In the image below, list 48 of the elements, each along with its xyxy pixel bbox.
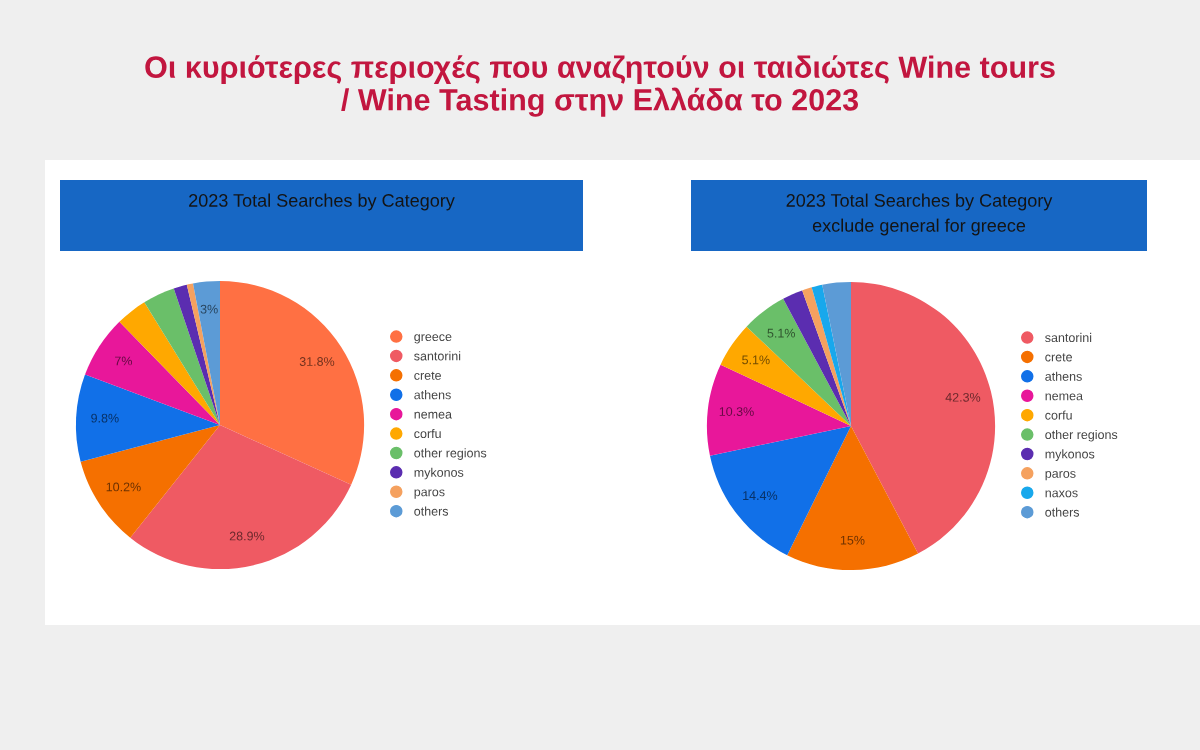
pie-slice — [75, 374, 220, 462]
pie-slice — [706, 364, 851, 456]
chart-title: 2023 Total Searches by Category — [786, 193, 1053, 211]
legend-label: crete — [414, 371, 441, 380]
legend-label: other regions — [414, 448, 487, 460]
data-label: 5.1% — [742, 355, 770, 365]
legend-label: nemea — [414, 411, 452, 419]
data-label: 10.3% — [719, 407, 754, 416]
chart-subtitle: exclude general for greece — [812, 218, 1026, 236]
legend-label: others — [414, 506, 449, 516]
pie-slice — [144, 288, 220, 425]
legend-label: santorini — [1045, 332, 1092, 343]
data-label: 10.2% — [106, 482, 141, 492]
data-label: 9.8% — [91, 413, 119, 423]
legend-label: athens — [1045, 371, 1082, 381]
legend-label: corfu — [414, 428, 441, 439]
legend-label: mykonos — [1045, 449, 1095, 461]
pie-slice — [822, 281, 851, 426]
legend-label: crete — [1045, 353, 1072, 362]
legend-label: paros — [1045, 471, 1076, 481]
legend-label: greece — [414, 334, 452, 344]
data-label: 7% — [115, 356, 133, 366]
pie-slice — [787, 426, 919, 571]
legend-label: athens — [414, 390, 451, 400]
legend-label: others — [1045, 507, 1080, 517]
data-label: 5.1% — [767, 328, 795, 338]
pie-slice — [802, 287, 851, 426]
data-label: 42.3% — [945, 392, 981, 402]
legend-label: nemea — [1045, 393, 1083, 401]
pie-slice — [80, 425, 220, 538]
pie-slice — [220, 280, 365, 485]
chart-title: 2023 Total Searches by Category — [189, 193, 455, 211]
data-label: 3% — [200, 304, 218, 314]
legend-label: corfu — [1045, 410, 1072, 420]
legend-label: paros — [414, 489, 445, 499]
pie-slice — [173, 284, 220, 425]
data-label: 15% — [840, 535, 865, 545]
legend-label: santorini — [414, 351, 461, 361]
text: Οι κυριότερες περιοχές που αναζητούν οι ταιδιώτες Wine tours / Wine Tasting στην Ελλάδα το 2023 — [145, 55, 1055, 117]
legend-label: mykonos — [414, 467, 464, 480]
data-label: 31.8% — [299, 357, 335, 366]
legend-label: other regions — [1045, 429, 1118, 442]
pie-slice — [85, 321, 220, 425]
data-label: 14.4% — [743, 491, 778, 500]
legend-label: naxos — [1045, 490, 1078, 498]
pie-slice — [193, 280, 220, 425]
data-label: 28.9% — [229, 531, 265, 541]
pie-slice — [720, 326, 851, 426]
